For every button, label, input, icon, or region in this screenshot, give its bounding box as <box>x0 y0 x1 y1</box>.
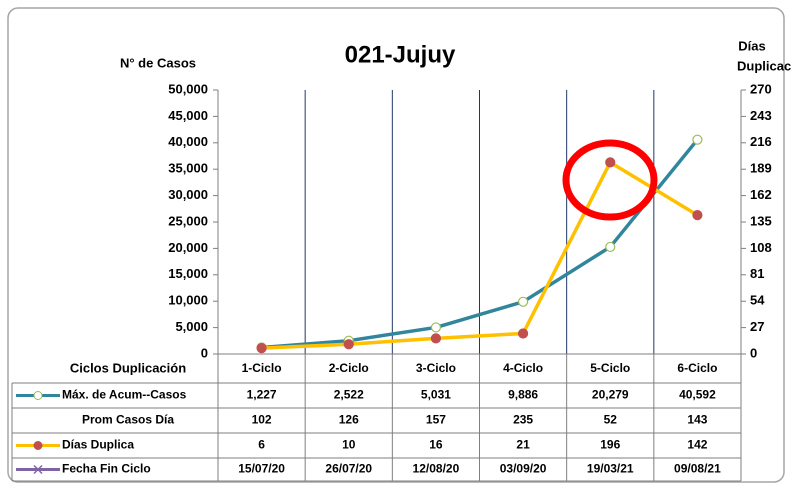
table-cell: 143 <box>687 413 707 427</box>
series-marker <box>430 322 442 333</box>
legend-label: Fecha Fin Ciclo <box>62 462 151 476</box>
x-tick-label: 5-Ciclo <box>590 361 630 375</box>
y-tick-label: 50,000 <box>168 81 208 96</box>
y-tick-label: 25,000 <box>168 213 208 228</box>
table-cell: 40,592 <box>679 388 716 402</box>
y-tick-label: 20,000 <box>168 240 208 255</box>
y-tick-label: 0 <box>201 345 208 360</box>
highlight-circle <box>562 139 658 221</box>
series-marker <box>430 333 442 344</box>
legend-marker <box>33 441 43 450</box>
table-cell: 26/07/20 <box>325 462 372 476</box>
y2-tick-label: 216 <box>750 134 772 149</box>
y2-tick-label: 270 <box>750 81 772 96</box>
y-tick-label: 10,000 <box>168 293 208 308</box>
table-cell: 235 <box>513 413 533 427</box>
x-tick-label: 3-Ciclo <box>416 361 456 375</box>
y2-tick-label: 54 <box>750 293 765 308</box>
table-header: Ciclos Duplicación <box>70 360 186 375</box>
legend-label: Máx. de Acum--Casos <box>62 388 187 402</box>
table-cell: 142 <box>687 438 707 452</box>
table-cell: 12/08/20 <box>413 462 460 476</box>
series-marker <box>692 134 703 145</box>
y2-tick-label: 27 <box>750 319 764 334</box>
series-marker <box>605 241 616 253</box>
table-cell: 157 <box>426 413 446 427</box>
y-tick-label: 30,000 <box>168 187 208 202</box>
table-cell: 09/08/21 <box>674 462 721 476</box>
table-cell: 1,227 <box>247 388 277 402</box>
y2-tick-label: 108 <box>750 240 772 255</box>
series-marker <box>256 343 267 354</box>
chart-frame <box>7 7 785 483</box>
legend-label: Prom Casos Día <box>82 413 174 427</box>
y2-axis-label: Días <box>738 38 765 53</box>
table-cell: 19/03/21 <box>587 462 634 476</box>
table-cell: 9,886 <box>508 388 538 402</box>
x-tick-label: 2-Ciclo <box>329 361 369 375</box>
series-marker <box>517 296 529 307</box>
table-cell: 102 <box>252 413 272 427</box>
series-marker <box>605 157 616 168</box>
y-tick-label: 45,000 <box>168 108 208 123</box>
y-axis-label: N° de Casos <box>120 55 196 70</box>
table-cell: 6 <box>258 438 265 452</box>
table-cell: 5,031 <box>421 388 451 402</box>
y2-tick-label: 0 <box>750 345 757 360</box>
y-tick-label: 40,000 <box>168 134 208 149</box>
table-cell: 15/07/20 <box>238 462 285 476</box>
series-marker <box>692 210 703 221</box>
x-tick-label: 6-Ciclo <box>677 361 717 375</box>
y-tick-label: 35,000 <box>168 161 208 176</box>
y2-tick-label: 162 <box>750 187 772 202</box>
series-marker <box>517 328 529 339</box>
legend-marker <box>33 464 43 475</box>
table-cell: 52 <box>604 413 618 427</box>
y-tick-label: 5,000 <box>175 319 208 334</box>
series-line <box>261 160 699 350</box>
y-tick-label: 15,000 <box>168 266 208 281</box>
x-tick-label: 4-Ciclo <box>503 361 543 375</box>
legend-marker <box>33 391 43 400</box>
chart-title: 021-Jujuy <box>345 41 456 68</box>
table-cell: 20,279 <box>592 388 629 402</box>
table-cell: 2,522 <box>334 388 364 402</box>
y2-tick-label: 135 <box>750 213 772 228</box>
y2-tick-label: 189 <box>750 161 772 176</box>
table-cell: 126 <box>339 413 359 427</box>
legend-label: Días Duplica <box>62 438 134 452</box>
table-cell: 10 <box>342 438 356 452</box>
table-cell: 03/09/20 <box>500 462 547 476</box>
table-cell: 21 <box>516 438 530 452</box>
table-cell: 196 <box>600 438 620 452</box>
x-tick-label: 1-Ciclo <box>242 361 282 375</box>
series-line <box>261 138 699 350</box>
y2-tick-label: 81 <box>750 266 764 281</box>
y2-tick-label: 243 <box>750 108 772 123</box>
table-cell: 16 <box>429 438 443 452</box>
series-marker <box>343 339 354 350</box>
y2-axis-label: Duplicación <box>737 58 792 73</box>
